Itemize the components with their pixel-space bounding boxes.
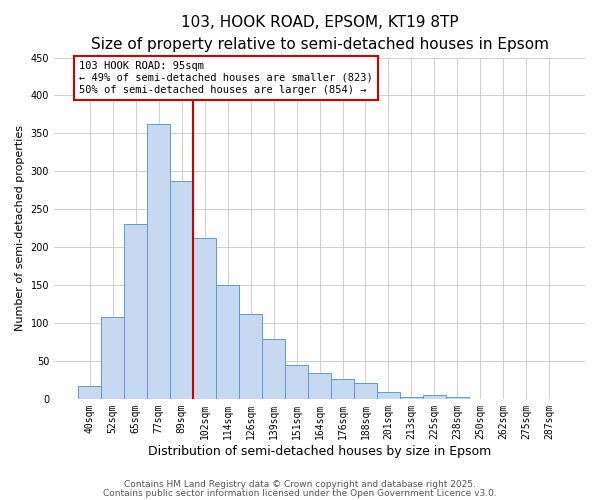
Title: 103, HOOK ROAD, EPSOM, KT19 8TP
Size of property relative to semi-detached house: 103, HOOK ROAD, EPSOM, KT19 8TP Size of … [91, 15, 548, 52]
Bar [239, 314, 262, 399]
Bar [216, 285, 239, 399]
Bar [423, 395, 446, 399]
Bar [101, 317, 124, 399]
Bar [147, 124, 170, 399]
Bar [170, 181, 193, 399]
Y-axis label: Number of semi-detached properties: Number of semi-detached properties [15, 125, 25, 331]
Bar [193, 238, 216, 399]
Bar [308, 373, 331, 399]
Bar [446, 398, 469, 399]
Bar [78, 386, 101, 399]
Text: Contains public sector information licensed under the Open Government Licence v3: Contains public sector information licen… [103, 488, 497, 498]
X-axis label: Distribution of semi-detached houses by size in Epsom: Distribution of semi-detached houses by … [148, 444, 491, 458]
Bar [124, 224, 147, 399]
Bar [285, 364, 308, 399]
Text: Contains HM Land Registry data © Crown copyright and database right 2025.: Contains HM Land Registry data © Crown c… [124, 480, 476, 489]
Bar [377, 392, 400, 399]
Bar [262, 339, 285, 399]
Text: 103 HOOK ROAD: 95sqm
← 49% of semi-detached houses are smaller (823)
50% of semi: 103 HOOK ROAD: 95sqm ← 49% of semi-detac… [79, 62, 373, 94]
Bar [400, 396, 423, 399]
Bar [354, 383, 377, 399]
Bar [331, 379, 354, 399]
